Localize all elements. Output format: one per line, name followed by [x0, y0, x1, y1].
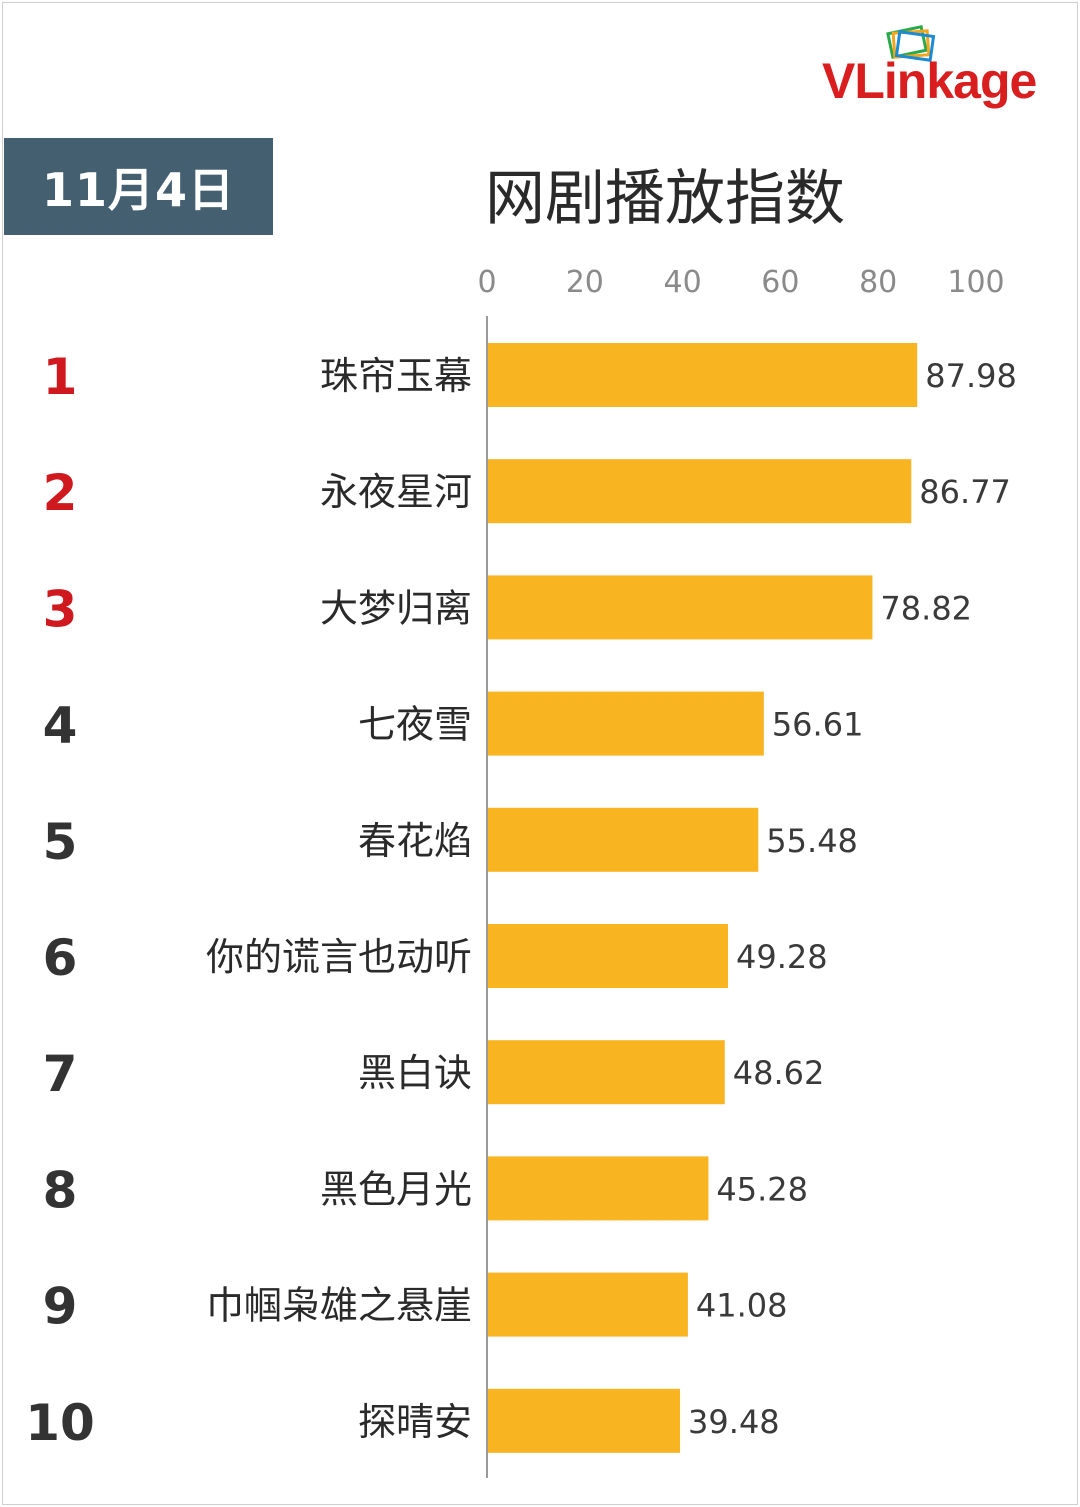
- category-label: 永夜星河: [320, 470, 472, 514]
- rank-number: 6: [43, 929, 78, 987]
- bar: [488, 1388, 681, 1453]
- bar: [488, 459, 912, 524]
- rank-number: 3: [43, 580, 78, 638]
- bar-value-label: 55.48: [766, 822, 858, 860]
- category-label: 珠帘玉幕: [320, 354, 472, 398]
- x-tick-label: 40: [664, 265, 702, 300]
- rank-number: 7: [43, 1045, 78, 1103]
- bar: [488, 343, 918, 407]
- category-label: 黑色月光: [320, 1167, 472, 1211]
- brand-wordmark: VLinkage: [822, 53, 1037, 109]
- bar: [488, 1040, 725, 1105]
- rank-number: 9: [43, 1278, 78, 1336]
- category-label: 七夜雪: [358, 703, 472, 747]
- x-tick-label: 100: [947, 265, 1004, 300]
- vlinkage-logo: VLinkage: [822, 20, 1072, 120]
- category-label: 大梦归离: [320, 586, 472, 630]
- bar-value-label: 56.61: [772, 706, 864, 744]
- x-tick-label: 0: [477, 265, 496, 300]
- bar-value-label: 78.82: [880, 589, 972, 627]
- bar: [488, 575, 873, 640]
- rank-number: 10: [25, 1394, 95, 1452]
- logo-cards-icon: [886, 24, 936, 62]
- bar-value-label: 48.62: [733, 1054, 825, 1092]
- x-tick-label: 60: [761, 265, 799, 300]
- x-tick-label: 20: [566, 265, 604, 300]
- date-badge: 11月4日: [4, 138, 273, 235]
- bar-value-label: 49.28: [736, 938, 828, 976]
- rank-number: 1: [43, 348, 78, 406]
- category-label: 春花焰: [358, 819, 472, 863]
- bar-value-label: 86.77: [919, 473, 1011, 511]
- bar-value-label: 87.98: [925, 357, 1017, 395]
- category-label: 巾帼枭雄之悬崖: [206, 1284, 472, 1328]
- category-label: 探晴安: [358, 1400, 472, 1444]
- rank-number: 2: [43, 464, 78, 522]
- bar: [488, 1272, 688, 1337]
- bar: [488, 924, 728, 988]
- bar: [488, 807, 759, 872]
- bar: [488, 691, 764, 756]
- bar-value-label: 45.28: [716, 1170, 808, 1208]
- bar: [488, 1156, 709, 1221]
- rank-number: 8: [43, 1161, 78, 1219]
- rank-number: 4: [43, 697, 78, 755]
- bar-value-label: 39.48: [688, 1403, 780, 1441]
- category-label: 你的谎言也动听: [206, 935, 472, 979]
- rank-number: 5: [43, 813, 78, 871]
- date-label: 11月4日: [41, 162, 236, 217]
- bar-value-label: 41.08: [696, 1287, 788, 1325]
- chart-title: 网剧播放指数: [485, 164, 845, 234]
- x-tick-label: 80: [859, 265, 897, 300]
- category-label: 黑白诀: [358, 1051, 472, 1095]
